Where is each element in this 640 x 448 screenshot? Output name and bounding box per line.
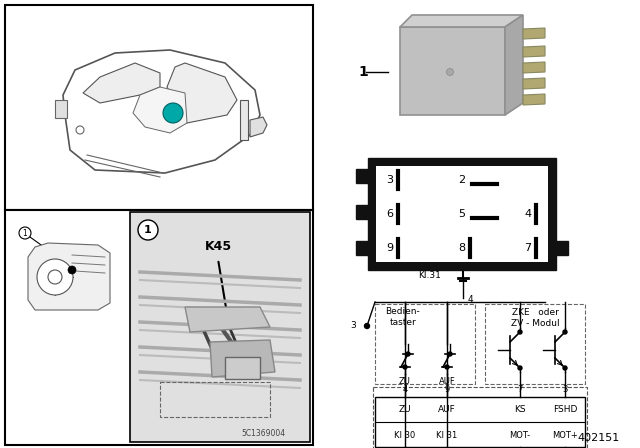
Circle shape	[138, 220, 158, 240]
Text: 5: 5	[458, 209, 465, 219]
Bar	[130, 212, 310, 442]
Text: 4: 4	[468, 296, 474, 305]
Text: 5C1369004: 5C1369004	[241, 430, 285, 439]
Polygon shape	[523, 46, 545, 57]
Circle shape	[406, 352, 410, 356]
Circle shape	[518, 366, 522, 370]
Text: MOT-: MOT-	[509, 431, 531, 439]
Circle shape	[563, 330, 567, 334]
Circle shape	[365, 323, 369, 328]
Polygon shape	[133, 87, 187, 133]
Bar	[356, 205, 370, 219]
Bar	[554, 241, 568, 255]
Text: 2: 2	[458, 175, 465, 185]
Bar	[5, 5, 313, 210]
Bar	[55, 100, 67, 118]
Text: KI 30: KI 30	[394, 431, 415, 439]
Polygon shape	[185, 307, 270, 332]
Text: ZKE   oder
ZV - Modul: ZKE oder ZV - Modul	[511, 308, 559, 327]
Polygon shape	[523, 78, 545, 89]
Text: ZU: ZU	[399, 405, 412, 414]
Circle shape	[518, 330, 522, 334]
Text: Kl.31: Kl.31	[418, 271, 441, 280]
Text: 1: 1	[169, 108, 177, 118]
Text: 4: 4	[403, 384, 408, 393]
Polygon shape	[523, 94, 545, 105]
Bar	[485, 304, 585, 384]
Bar	[160, 382, 270, 417]
Polygon shape	[523, 28, 545, 39]
Polygon shape	[167, 63, 237, 123]
Bar	[400, 27, 505, 115]
Circle shape	[563, 366, 567, 370]
Circle shape	[48, 270, 62, 284]
Bar	[368, 158, 556, 270]
Circle shape	[448, 352, 452, 356]
Circle shape	[68, 266, 76, 274]
Bar	[5, 210, 313, 445]
Text: 1: 1	[22, 228, 28, 237]
Bar	[375, 397, 585, 447]
Circle shape	[19, 227, 31, 239]
Text: AUF: AUF	[438, 378, 456, 387]
Text: 1: 1	[144, 225, 152, 235]
Polygon shape	[210, 340, 275, 377]
Text: 6: 6	[387, 209, 394, 219]
Circle shape	[403, 365, 407, 369]
Text: KI 31: KI 31	[436, 431, 458, 439]
Text: 3: 3	[350, 322, 356, 331]
Circle shape	[445, 365, 449, 369]
Bar	[375, 304, 475, 384]
Polygon shape	[505, 15, 523, 115]
Text: 7: 7	[517, 384, 523, 393]
Circle shape	[37, 259, 73, 295]
Polygon shape	[400, 15, 523, 27]
Text: K45: K45	[204, 241, 232, 254]
Polygon shape	[523, 62, 545, 73]
Circle shape	[447, 69, 454, 76]
Circle shape	[76, 126, 84, 134]
Text: 4: 4	[524, 209, 532, 219]
Bar	[376, 166, 548, 262]
Text: FSHD: FSHD	[553, 405, 577, 414]
Bar	[356, 241, 370, 255]
Text: 9: 9	[444, 384, 450, 393]
Text: ZU: ZU	[399, 378, 411, 387]
Text: 9: 9	[387, 243, 394, 253]
Polygon shape	[28, 243, 110, 310]
Polygon shape	[83, 63, 160, 103]
Text: 7: 7	[524, 243, 532, 253]
Bar	[240, 100, 248, 140]
Circle shape	[163, 103, 183, 123]
Polygon shape	[63, 50, 260, 173]
Text: 3: 3	[387, 175, 394, 185]
Text: AUF: AUF	[438, 405, 456, 414]
Bar	[373, 387, 587, 448]
Text: KS: KS	[514, 405, 526, 414]
Bar	[356, 169, 370, 183]
Text: 402151: 402151	[578, 433, 620, 443]
Text: 1: 1	[358, 65, 368, 79]
Text: 3: 3	[563, 384, 568, 393]
Text: Bedien-
taster: Bedien- taster	[386, 307, 420, 327]
Bar	[225, 357, 260, 379]
Text: 8: 8	[458, 243, 465, 253]
Text: MOT+: MOT+	[552, 431, 578, 439]
Polygon shape	[250, 117, 267, 137]
